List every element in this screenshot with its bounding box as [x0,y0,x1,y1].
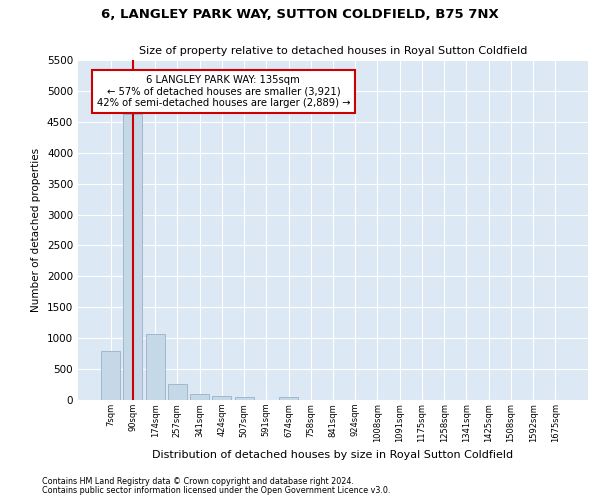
X-axis label: Distribution of detached houses by size in Royal Sutton Coldfield: Distribution of detached houses by size … [152,450,514,460]
Y-axis label: Number of detached properties: Number of detached properties [31,148,41,312]
Text: 6, LANGLEY PARK WAY, SUTTON COLDFIELD, B75 7NX: 6, LANGLEY PARK WAY, SUTTON COLDFIELD, B… [101,8,499,20]
Title: Size of property relative to detached houses in Royal Sutton Coldfield: Size of property relative to detached ho… [139,46,527,56]
Bar [212,396,231,400]
Bar [168,384,187,400]
Bar [124,114,142,400]
Bar [146,334,164,400]
Text: Contains HM Land Registry data © Crown copyright and database right 2024.: Contains HM Land Registry data © Crown c… [42,477,354,486]
Text: Contains public sector information licensed under the Open Government Licence v3: Contains public sector information licen… [42,486,391,495]
Bar [235,397,254,400]
Bar [190,394,209,400]
Text: 6 LANGLEY PARK WAY: 135sqm
← 57% of detached houses are smaller (3,921)
42% of s: 6 LANGLEY PARK WAY: 135sqm ← 57% of deta… [97,76,350,108]
Bar [279,397,298,400]
Bar [101,350,120,400]
